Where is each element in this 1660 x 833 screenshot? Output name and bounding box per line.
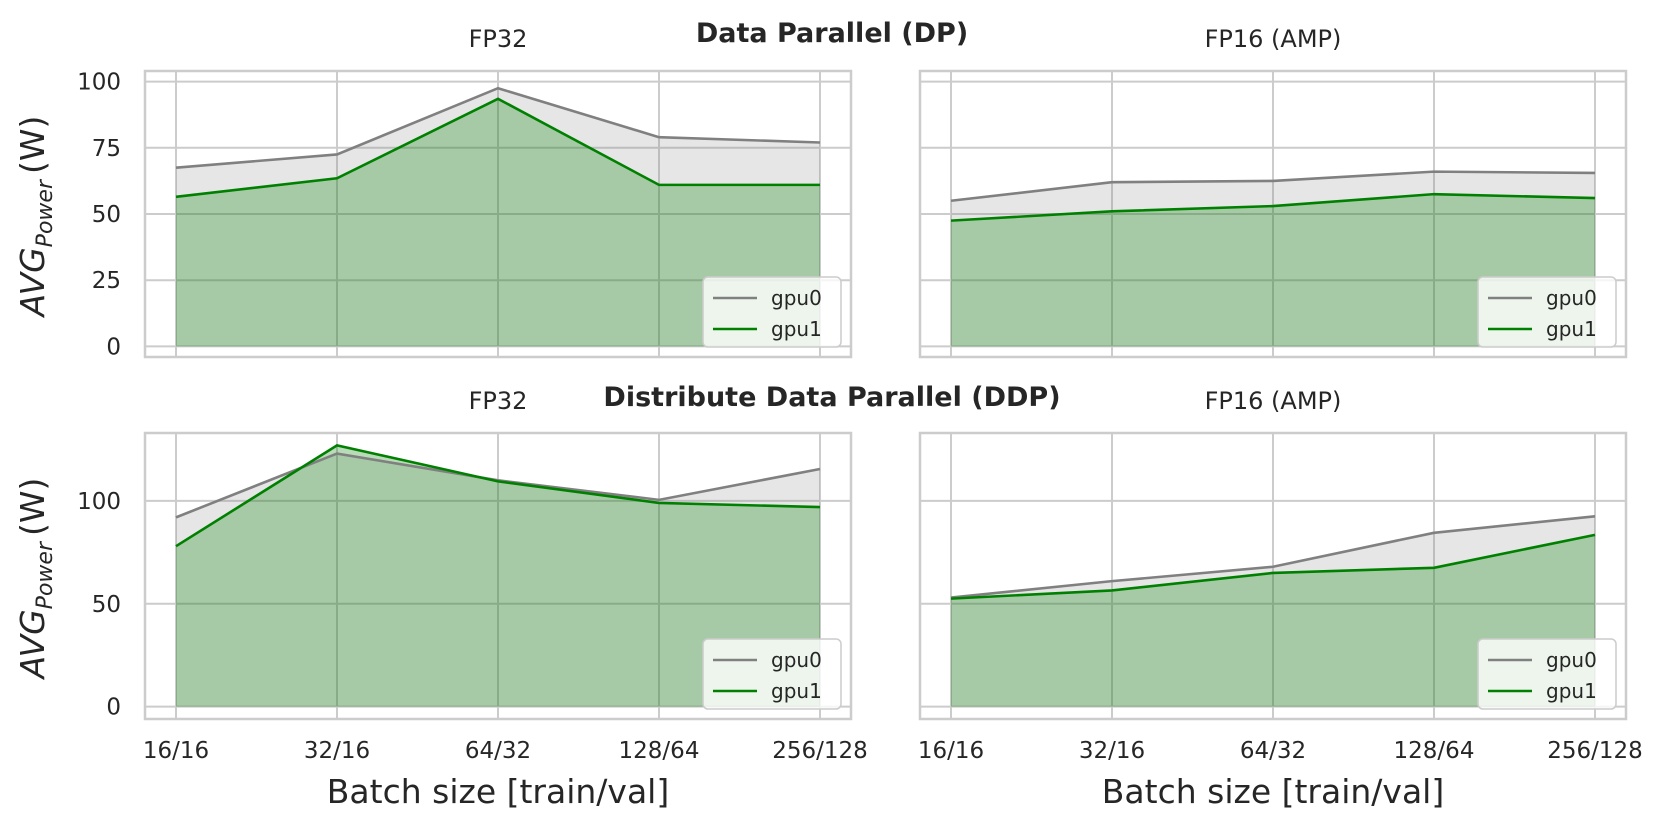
row-title-ddp: Distribute Data Parallel (DDP) (603, 382, 1060, 413)
legend: gpu0 gpu1 (1477, 276, 1617, 348)
axes-frame (918, 69, 1628, 359)
gpu1-line (175, 97, 820, 199)
legend-label: gpu1 (771, 679, 822, 703)
x-tick-label: 128/64 (1394, 738, 1475, 764)
row-title-dp: Data Parallel (DP) (696, 18, 968, 49)
x-tick-label: 256/128 (772, 738, 868, 764)
y-tick-label: 50 (92, 202, 121, 228)
subplot-title: FP16 (AMP) (1205, 25, 1342, 53)
subplot-4: FP16 (AMP) 16/16 32/16 64/32 128/64 256/128 Ba… (918, 387, 1643, 811)
x-tick-label: 256/128 (1547, 738, 1643, 764)
gpu1-line (950, 533, 1596, 600)
y-axis-label-unit: (W) (13, 116, 52, 174)
legend-label: gpu0 (771, 286, 822, 310)
x-tick-label: 32/16 (304, 738, 370, 764)
x-tick-label: 32/16 (1079, 738, 1145, 764)
gpu1-area (176, 98, 820, 347)
legend-label: gpu1 (1546, 317, 1597, 341)
gpu0-line (950, 515, 1596, 599)
gpu1-area (951, 534, 1595, 707)
y-axis-label-subscript: Power (33, 178, 58, 247)
x-tick-label: 128/64 (619, 738, 700, 764)
y-axis-label-main: AVG (13, 247, 52, 318)
gpu0-area (176, 88, 820, 347)
y-tick-label: 75 (92, 136, 121, 162)
gpu0-area (176, 453, 820, 707)
x-tick-label: 16/16 (143, 738, 209, 764)
legend-label: gpu0 (1546, 648, 1597, 672)
x-tick-label: 64/32 (1240, 738, 1306, 764)
subplot-3: FP32 0 50 100 AVGPower (W) 16/16 32/16 64/32 128/… (13, 387, 868, 811)
subplot-title: FP16 (AMP) (1205, 387, 1342, 415)
legend-label: gpu0 (771, 648, 822, 672)
y-axis-label: AVGPower (W) (13, 116, 58, 319)
gpu1-line (175, 443, 821, 548)
subplot-1: FP32 0 25 50 75 100 AVGPower (W) gpu0 gpu1 (13, 25, 853, 360)
axes-frame (143, 69, 853, 359)
subplot-title: FP32 (469, 387, 528, 415)
y-tick-label: 50 (92, 592, 121, 618)
gpu1-area (176, 445, 820, 707)
legend-label: gpu1 (771, 317, 822, 341)
legend: gpu0 gpu1 (702, 276, 842, 348)
y-tick-label: 0 (106, 334, 121, 360)
axes-frame (143, 431, 853, 721)
x-tick-label: 64/32 (465, 738, 531, 764)
gpu0-line (175, 86, 821, 169)
gpu0-area (951, 516, 1595, 707)
axes-frame (918, 431, 1628, 721)
y-tick-label: 100 (77, 489, 121, 515)
gpu0-area (951, 171, 1595, 347)
subplot-2: FP16 (AMP) gpu0 gpu1 (918, 25, 1628, 359)
y-axis-label-unit: (W) (13, 478, 52, 536)
x-axis-label: Batch size [train/val] (327, 772, 669, 811)
x-axis-label: Batch size [train/val] (1102, 772, 1444, 811)
y-tick-label: 100 (77, 70, 121, 96)
gpu1-line (950, 192, 1596, 222)
gpu0-line (950, 170, 1596, 203)
y-tick-label: 25 (92, 268, 121, 294)
gpu1-area (951, 194, 1595, 347)
legend: gpu0 gpu1 (702, 638, 842, 710)
legend-label: gpu1 (1546, 679, 1597, 703)
y-axis-label-main: AVG (13, 609, 52, 680)
y-tick-label: 0 (106, 695, 121, 721)
legend-label: gpu0 (1546, 286, 1597, 310)
y-axis-label: AVGPower (W) (13, 478, 58, 681)
legend: gpu0 gpu1 (1477, 638, 1617, 710)
x-tick-label: 16/16 (918, 738, 984, 764)
subplot-title: FP32 (469, 25, 528, 53)
y-axis-label-subscript: Power (33, 540, 58, 609)
